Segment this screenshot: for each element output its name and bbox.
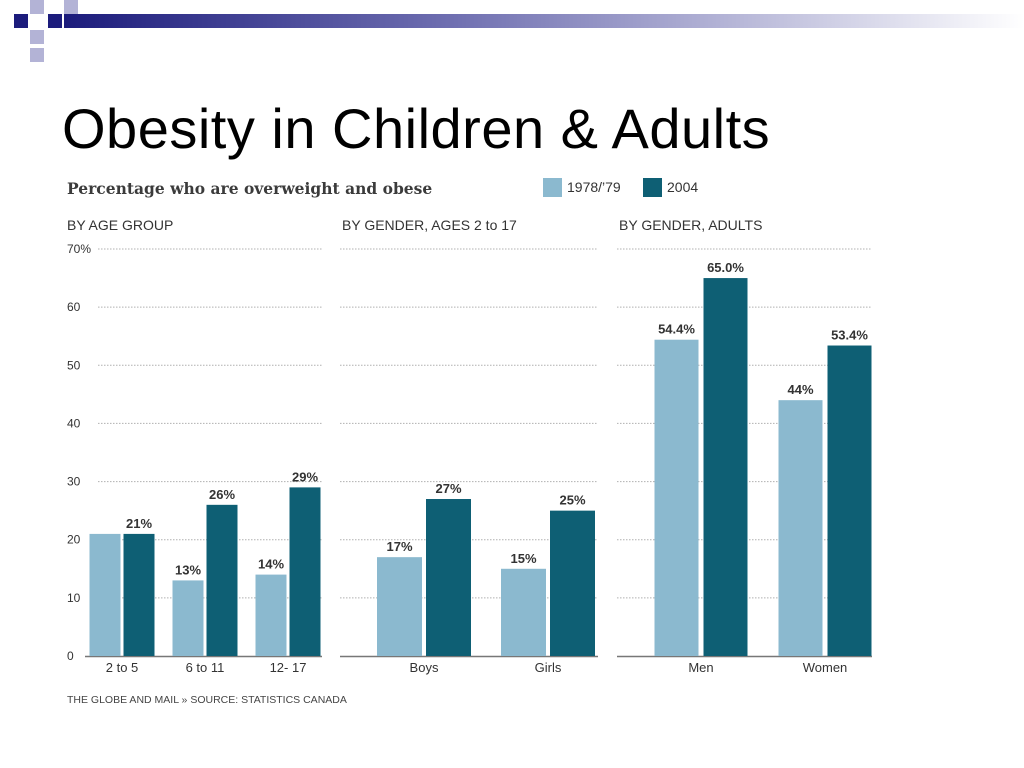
chart-title: Percentage who are overweight and obese — [67, 179, 432, 198]
legend-label-1978: 1978/’79 — [567, 179, 621, 195]
bar-2-0-1 — [426, 499, 471, 656]
decor-square-light-2 — [30, 30, 44, 44]
decor-square-light-3 — [30, 48, 44, 62]
panel-2: BY GENDER, AGES 2 to 17 17% 27% Boys 15% 25% G… — [340, 217, 598, 675]
legend-swatch-1978 — [543, 178, 562, 197]
y-tick-label-2: 20 — [67, 533, 81, 547]
data-label-3-0-0: 54.4% — [658, 322, 695, 337]
data-label-2-0-1: 27% — [435, 481, 461, 496]
bar-3-1-0 — [778, 400, 823, 656]
bar-2-1-1 — [550, 510, 595, 656]
panel-title-1: BY AGE GROUP — [67, 217, 173, 233]
data-label-3-1-1: 53.4% — [831, 328, 868, 343]
y-tick-label-0: 0 — [67, 649, 74, 663]
decor-square-dark-2 — [48, 14, 62, 28]
data-label-1-2-1: 29% — [292, 469, 318, 484]
panel-3: BY GENDER, ADULTS 54.4% 65.0% Men 44% 53.4% Wo… — [617, 217, 872, 675]
data-label-2-0-0: 17% — [386, 539, 412, 554]
category-label-2-1: Girls — [535, 660, 562, 675]
data-label-1-2-0: 14% — [258, 557, 284, 572]
data-label-1-1-1: 26% — [209, 487, 235, 502]
bar-3-0-1 — [703, 278, 748, 656]
y-tick-label-5: 50 — [67, 358, 81, 372]
category-label-2-0: Boys — [410, 660, 439, 675]
y-tick-label-4: 40 — [67, 416, 81, 430]
slide-title: Obesity in Children & Adults — [62, 97, 771, 160]
chart-panels: BY AGE GROUP 0 10 20 30 40 50 60 70% 21% 2 to 5 13%… — [67, 217, 872, 675]
bar-1-2-0 — [255, 574, 287, 656]
decor-gradient-bar — [64, 14, 1024, 28]
bar-3-0-0 — [654, 339, 699, 656]
y-tick-label-7: 70% — [67, 242, 91, 256]
y-tick-label-3: 30 — [67, 475, 81, 489]
y-tick-label-1: 10 — [67, 591, 81, 605]
bar-1-0-1 — [123, 533, 155, 656]
category-label-3-1: Women — [803, 660, 848, 675]
panel-title-2: BY GENDER, AGES 2 to 17 — [342, 217, 517, 233]
bar-1-1-0 — [172, 580, 204, 656]
data-label-3-0-1: 65.0% — [707, 260, 744, 275]
bar-1-0-0 — [89, 533, 121, 656]
category-label-1-0: 2 to 5 — [106, 660, 139, 675]
data-label-3-1-0: 44% — [787, 382, 813, 397]
bar-1-1-1 — [206, 504, 238, 656]
data-label-1-0-1: 21% — [126, 516, 152, 531]
legend-label-2004: 2004 — [667, 179, 698, 195]
bar-3-1-1 — [827, 345, 872, 656]
bar-1-2-1 — [289, 487, 321, 656]
legend-swatch-2004 — [643, 178, 662, 197]
bar-2-1-0 — [501, 568, 546, 656]
data-label-1-1-0: 13% — [175, 562, 201, 577]
data-label-2-1-1: 25% — [559, 493, 585, 508]
panel-1: BY AGE GROUP 0 10 20 30 40 50 60 70% 21% 2 to 5 13%… — [67, 217, 322, 675]
chart-source: THE GLOBE AND MAIL » SOURCE: STATISTICS … — [67, 694, 347, 706]
decor-square-light-4 — [64, 0, 78, 14]
legend: 1978/’79 2004 — [543, 178, 698, 197]
decor-square-light-1 — [30, 0, 44, 14]
data-label-2-1-0: 15% — [510, 551, 536, 566]
category-label-1-1: 6 to 11 — [186, 660, 225, 675]
category-label-1-2: 12- 17 — [270, 660, 307, 675]
panel-title-3: BY GENDER, ADULTS — [619, 217, 762, 233]
y-tick-label-6: 60 — [67, 300, 81, 314]
bar-2-0-0 — [377, 557, 422, 656]
decor-square-dark-1 — [14, 14, 28, 28]
category-label-3-0: Men — [688, 660, 713, 675]
